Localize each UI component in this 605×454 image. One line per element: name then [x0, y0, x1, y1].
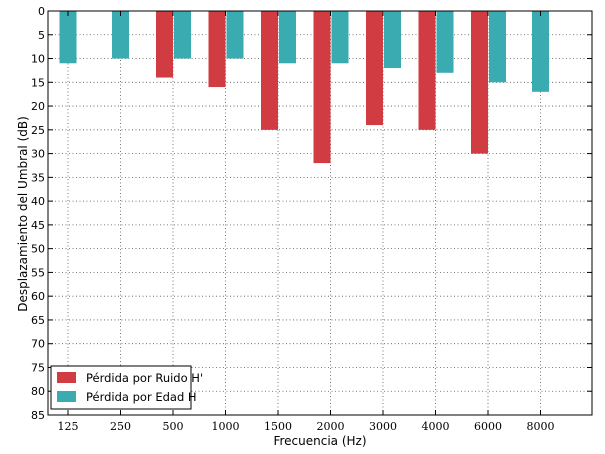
- y-tick-label: 5: [38, 29, 45, 42]
- x-tick-label: 2000: [317, 420, 345, 433]
- x-tick-label: 8000: [527, 420, 555, 433]
- y-tick-label: 60: [31, 290, 45, 303]
- x-tick-label: 500: [163, 420, 184, 433]
- bar-edad-250: [112, 11, 129, 59]
- x-axis-ticks: 125 250 500 1000 1500 2000 3000 4000 6000 8000: [58, 11, 555, 433]
- y-tick-label: 80: [31, 385, 45, 398]
- legend-swatch: [57, 391, 76, 402]
- bar-ruido-2000: [313, 11, 331, 164]
- y-tick-label: 0: [38, 5, 45, 18]
- y-tick-label: 35: [31, 171, 45, 184]
- y-tick-label: 30: [31, 148, 45, 161]
- x-tick-label: 125: [58, 420, 79, 433]
- y-tick-label: 65: [31, 314, 45, 327]
- bar-edad-6000: [489, 11, 506, 83]
- bar-ruido-6000: [471, 11, 488, 154]
- x-tick-label: 250: [110, 420, 131, 433]
- y-axis-ticks: 0 5 10 15 20 25 30 35 40 45 50 55 60 65 70 75 80 85: [31, 5, 592, 422]
- plot-area-frame: [47, 10, 593, 416]
- y-tick-label: 40: [31, 195, 45, 208]
- bar-ruido-1500: [261, 11, 278, 130]
- y-tick-label: 50: [31, 243, 45, 256]
- legend: Pérdida por Ruido H' Pérdida por Edad H: [50, 365, 203, 410]
- y-tick-label: 25: [31, 124, 45, 137]
- bar-edad-8000: [532, 11, 549, 92]
- bar-edad-4000: [436, 11, 454, 73]
- y-tick-label: 10: [31, 53, 45, 66]
- bar-ruido-1000: [208, 11, 226, 88]
- x-tick-label: 1000: [212, 420, 240, 433]
- bars-layer: [59, 11, 549, 164]
- x-tick-label: 3000: [369, 420, 397, 433]
- y-tick-label: 75: [31, 361, 45, 374]
- y-axis-title: Desplazamiento del Umbral (dB): [16, 116, 30, 312]
- legend-swatch: [57, 372, 76, 383]
- bar-edad-3000: [384, 11, 401, 69]
- bar-edad-1000: [226, 11, 244, 59]
- bar-ruido-3000: [366, 11, 383, 126]
- bar-edad-125: [59, 11, 77, 64]
- legend-label: Pérdida por Edad H: [86, 390, 197, 404]
- bar-edad-500: [174, 11, 191, 59]
- x-tick-label: 4000: [422, 420, 450, 433]
- y-tick-label: 70: [31, 338, 45, 351]
- bar-edad-1500: [279, 11, 296, 64]
- y-tick-label: 55: [31, 266, 45, 279]
- y-tick-label: 45: [31, 219, 45, 232]
- bar-ruido-500: [156, 11, 173, 78]
- y-tick-label: 15: [31, 76, 45, 89]
- legend-label: Pérdida por Ruido H': [86, 371, 203, 385]
- bar-ruido-4000: [418, 11, 436, 130]
- y-tick-label: 20: [31, 100, 45, 113]
- bar-edad-2000: [331, 11, 349, 64]
- x-axis-title: Frecuencia (Hz): [273, 434, 366, 448]
- x-tick-label: 1500: [264, 420, 292, 433]
- x-tick-label: 6000: [474, 420, 502, 433]
- y-tick-label: 85: [31, 409, 45, 422]
